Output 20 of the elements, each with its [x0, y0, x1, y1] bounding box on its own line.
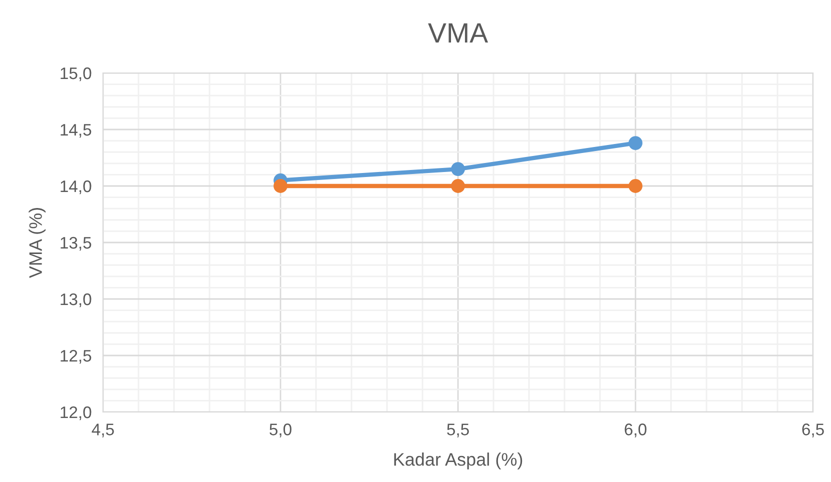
- x-tick-label: 4,5: [92, 424, 114, 438]
- point: [451, 162, 465, 176]
- x-tick-label: 5,5: [447, 424, 469, 438]
- y-tick-label: 13,0: [60, 293, 92, 308]
- point: [628, 136, 642, 150]
- x-tick-label: 6,5: [802, 424, 824, 438]
- x-axis-title: Kadar Aspal (%): [394, 452, 522, 470]
- y-tick-label: 14,0: [60, 180, 92, 194]
- y-tick-label: 14,5: [60, 124, 92, 138]
- x-tick-label: 5,0: [270, 424, 292, 438]
- y-axis-title: VMA (%): [28, 208, 46, 278]
- point: [274, 179, 288, 193]
- y-tick-label: 13,5: [60, 236, 92, 251]
- x-tick-label: 6,0: [624, 424, 646, 438]
- y-tick-label: 15,0: [60, 67, 92, 82]
- y-tick-label: 12,0: [60, 406, 92, 420]
- point: [451, 179, 465, 193]
- chart-title: VMA: [428, 23, 488, 42]
- point: [628, 179, 642, 193]
- y-tick-label: 12,5: [60, 350, 92, 364]
